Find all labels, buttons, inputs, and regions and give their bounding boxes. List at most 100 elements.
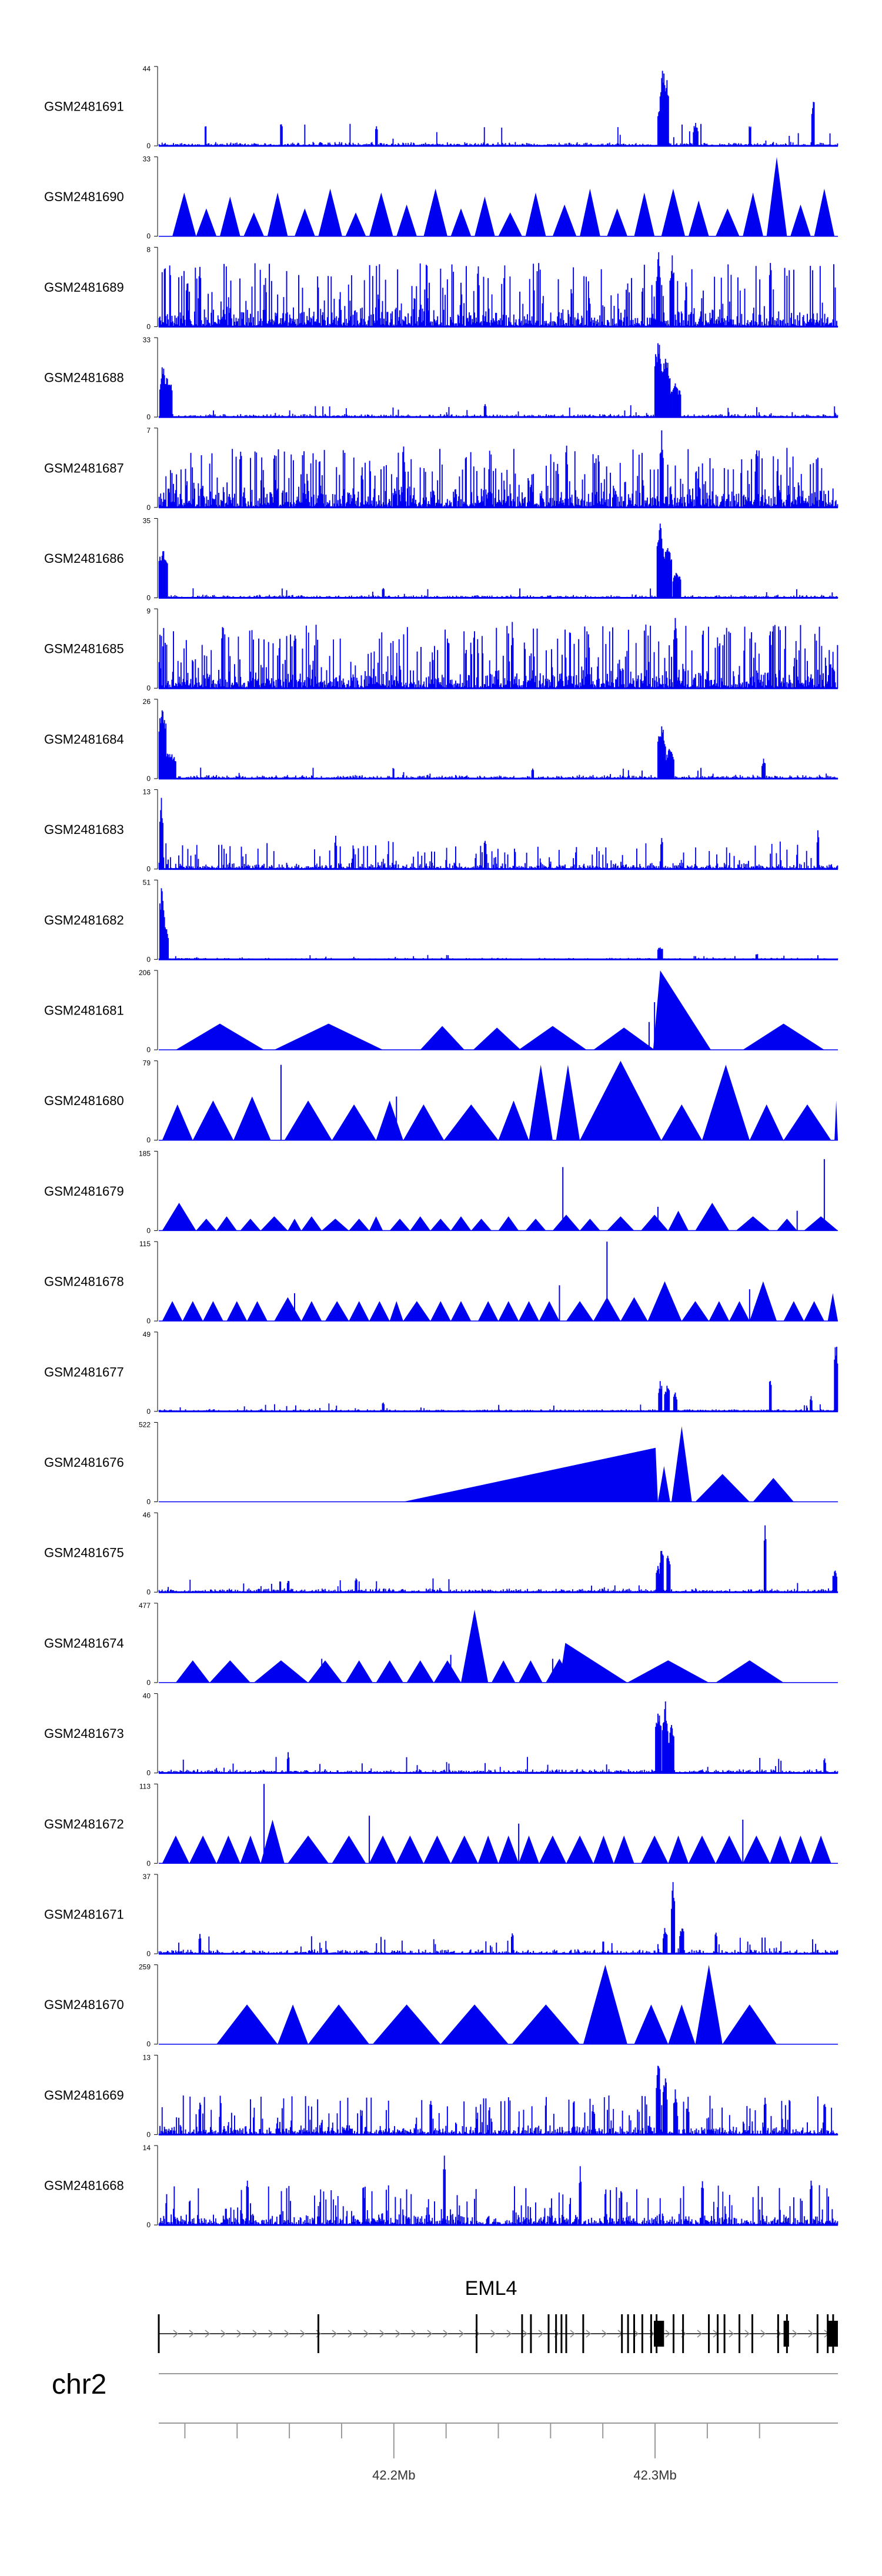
coverage-peak	[345, 1660, 373, 1683]
track-GSM2481677: GSM2481677 49 0	[44, 1330, 838, 1416]
coverage-peak	[332, 1836, 366, 1864]
coverage-peak	[834, 1100, 838, 1140]
gene-exon	[555, 2314, 557, 2353]
coverage-peak	[162, 1203, 196, 1231]
coverage-peak	[247, 1301, 268, 1322]
coverage-peak	[308, 1660, 342, 1683]
coverage-area	[158, 1882, 838, 1954]
strand-arrow	[300, 2330, 306, 2338]
gene-exon	[560, 2314, 563, 2353]
track-GSM2481690: GSM2481690 33 0	[44, 155, 838, 241]
strand-arrow	[602, 2330, 607, 2338]
coverage-peak	[671, 1426, 692, 1502]
coverage-peak	[278, 2004, 309, 2044]
coverage-peak	[709, 1301, 730, 1322]
coverage-area	[158, 618, 838, 689]
track-GSM2481688: GSM2481688 33 0	[44, 336, 838, 421]
coverage-peak	[552, 1214, 580, 1231]
coverage-peak	[349, 1219, 370, 1231]
coverage-peak	[175, 1660, 210, 1683]
coverage-peak	[376, 1100, 403, 1140]
track-GSM2481668: GSM2481668 14 0	[44, 2144, 838, 2229]
y-max-label: 26	[143, 698, 151, 706]
track-GSM2481679: GSM2481679 185 0	[44, 1149, 838, 1234]
coverage-peak	[389, 1301, 403, 1322]
coverage-peak	[477, 1301, 499, 1322]
gene-exon	[650, 2314, 652, 2353]
coverage-peak	[766, 156, 787, 236]
y-min-label: 0	[146, 1859, 151, 1867]
coverage-peak	[716, 1836, 743, 1864]
strand-arrow	[411, 2330, 417, 2338]
y-min-label: 0	[146, 865, 151, 873]
coverage-peak	[196, 1219, 217, 1231]
coverage-peak	[661, 1104, 702, 1140]
strand-arrow	[363, 2330, 369, 2338]
coverage-peak	[552, 204, 577, 236]
coverage-peak	[175, 1023, 264, 1050]
y-max-label: 51	[143, 878, 151, 886]
track-GSM2481686: GSM2481686 35 0	[44, 517, 838, 602]
coverage-peak	[430, 1219, 451, 1231]
coverage-peak	[332, 1104, 376, 1140]
y-min-label: 0	[146, 1498, 151, 1506]
track-GSM2481691: GSM2481691 44 0	[44, 65, 838, 150]
gene-exon-block	[827, 2321, 838, 2347]
y-max-label: 8	[146, 245, 151, 253]
track-label: GSM2481683	[44, 822, 124, 837]
coverage-peak	[440, 2004, 509, 2044]
strand-arrow	[189, 2330, 195, 2338]
coverage-peak	[810, 1836, 831, 1864]
track-GSM2481674: GSM2481674 477 0	[44, 1601, 838, 1687]
track-label: GSM2481679	[44, 1184, 124, 1199]
coverage-peak	[519, 1836, 539, 1864]
coverage-peak	[162, 1836, 189, 1864]
coverage-peak	[607, 1216, 634, 1231]
coverage-area	[158, 1525, 838, 1593]
gene-exon	[565, 2314, 567, 2353]
strand-arrow	[490, 2330, 496, 2338]
strand-arrow	[570, 2330, 576, 2338]
coverage-peak	[308, 2004, 369, 2044]
coverage-peak	[498, 1100, 529, 1140]
track-label: GSM2481682	[44, 913, 124, 927]
y-max-label: 477	[139, 1601, 151, 1610]
gene-exon	[317, 2314, 319, 2353]
coverage-peak	[243, 212, 264, 236]
y-max-label: 259	[139, 1963, 151, 1971]
coverage-peak	[736, 1216, 770, 1231]
coverage-peak	[688, 1836, 716, 1864]
gene-exon	[777, 2314, 779, 2353]
coverage-peak	[525, 1219, 546, 1231]
strand-arrow	[443, 2330, 449, 2338]
track-label: GSM2481676	[44, 1455, 124, 1470]
gene-exon-block	[783, 2321, 789, 2347]
coverage-area	[158, 1346, 838, 1412]
coverage-peak	[647, 1281, 682, 1322]
coverage-area	[158, 888, 838, 960]
y-min-label: 0	[146, 1136, 151, 1144]
track-GSM2481671: GSM2481671 37 0	[44, 1873, 838, 1958]
coverage-peak	[196, 208, 217, 236]
track-GSM2481685: GSM2481685 9 0	[44, 607, 838, 692]
track-GSM2481672: GSM2481672 113 0	[44, 1782, 838, 1867]
gene-exon	[582, 2314, 584, 2353]
coverage-peak	[226, 1301, 248, 1322]
coverage-peak	[450, 208, 472, 236]
coverage-peak	[260, 1216, 288, 1231]
coverage-peak	[403, 1301, 430, 1322]
coverage-peak	[580, 188, 600, 236]
gene-exon	[476, 2314, 478, 2353]
track-GSM2481687: GSM2481687 7 0	[44, 426, 838, 512]
y-min-label: 0	[146, 594, 151, 602]
gene-exon	[816, 2314, 818, 2353]
coverage-peak	[668, 2004, 696, 2044]
coverage-peak	[777, 1219, 797, 1231]
coverage-peak	[162, 1104, 193, 1140]
track-label: GSM2481677	[44, 1364, 124, 1379]
y-min-label: 0	[146, 142, 151, 150]
track-label: GSM2481673	[44, 1726, 124, 1741]
coverage-area	[158, 523, 838, 599]
coverage-peak	[471, 1219, 492, 1231]
